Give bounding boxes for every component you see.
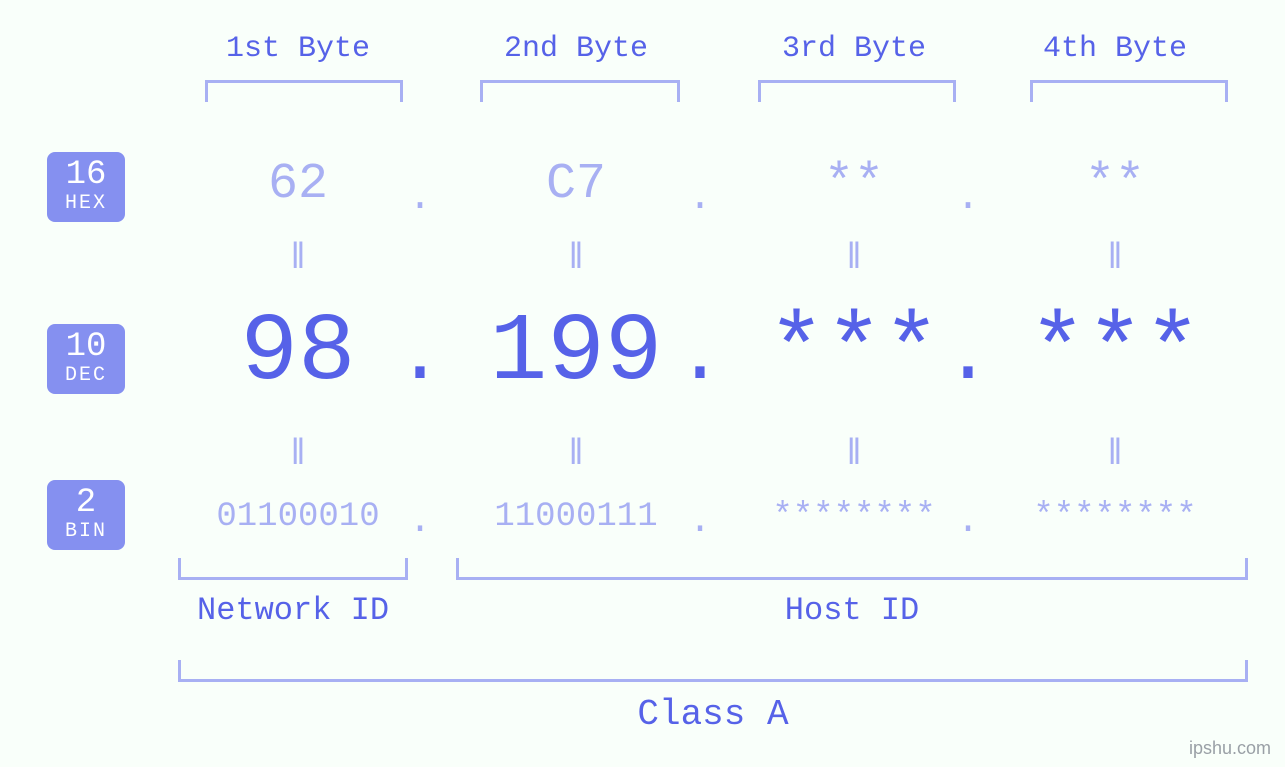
bin-val-3: ******** xyxy=(724,498,984,536)
byte-label-4: 4th Byte xyxy=(985,32,1245,66)
bin-dot-1: . xyxy=(400,500,440,543)
network-id-bracket xyxy=(178,558,408,580)
dec-val-2: 199 xyxy=(446,298,706,407)
dec-dot-2: . xyxy=(675,312,725,403)
base-badge-bin-lbl: BIN xyxy=(47,522,125,542)
bin-val-2: 11000111 xyxy=(446,498,706,536)
dec-val-4: *** xyxy=(985,298,1245,407)
network-id-label: Network ID xyxy=(178,592,408,629)
hex-dot-1: . xyxy=(400,176,440,221)
base-badge-dec-lbl: DEC xyxy=(47,366,125,386)
byte-label-1: 1st Byte xyxy=(168,32,428,66)
dec-dot-3: . xyxy=(943,312,993,403)
host-id-label: Host ID xyxy=(456,592,1248,629)
eq-1-2: ǁ xyxy=(446,238,706,279)
byte-label-2: 2nd Byte xyxy=(446,32,706,66)
hex-val-3: ** xyxy=(724,156,984,213)
top-bracket-3 xyxy=(758,80,956,102)
hex-val-1: 62 xyxy=(168,156,428,213)
hex-dot-2: . xyxy=(680,176,720,221)
eq-1-1: ǁ xyxy=(168,238,428,279)
eq-2-4: ǁ xyxy=(985,434,1245,475)
hex-val-2: C7 xyxy=(446,156,706,213)
top-bracket-4 xyxy=(1030,80,1228,102)
base-badge-hex-num: 16 xyxy=(47,158,125,192)
bin-dot-3: . xyxy=(948,500,988,543)
base-badge-dec-num: 10 xyxy=(47,330,125,364)
top-bracket-2 xyxy=(480,80,680,102)
base-badge-hex: 16 HEX xyxy=(47,152,125,222)
base-badge-hex-lbl: HEX xyxy=(47,194,125,214)
class-label: Class A xyxy=(178,694,1248,735)
bin-dot-2: . xyxy=(680,500,720,543)
base-badge-dec: 10 DEC xyxy=(47,324,125,394)
bin-val-4: ******** xyxy=(985,498,1245,536)
eq-1-3: ǁ xyxy=(724,238,984,279)
base-badge-bin: 2 BIN xyxy=(47,480,125,550)
watermark: ipshu.com xyxy=(1189,738,1271,759)
dec-val-1: 98 xyxy=(168,298,428,407)
base-badge-bin-num: 2 xyxy=(47,486,125,520)
ip-address-diagram: { "colors": { "accent": "#5662e8", "ligh… xyxy=(0,0,1285,767)
dec-dot-1: . xyxy=(395,312,445,403)
byte-label-3: 3rd Byte xyxy=(724,32,984,66)
eq-2-1: ǁ xyxy=(168,434,428,475)
class-bracket xyxy=(178,660,1248,682)
eq-2-3: ǁ xyxy=(724,434,984,475)
hex-dot-3: . xyxy=(948,176,988,221)
bin-val-1: 01100010 xyxy=(168,498,428,536)
host-id-bracket xyxy=(456,558,1248,580)
eq-2-2: ǁ xyxy=(446,434,706,475)
hex-val-4: ** xyxy=(985,156,1245,213)
eq-1-4: ǁ xyxy=(985,238,1245,279)
top-bracket-1 xyxy=(205,80,403,102)
